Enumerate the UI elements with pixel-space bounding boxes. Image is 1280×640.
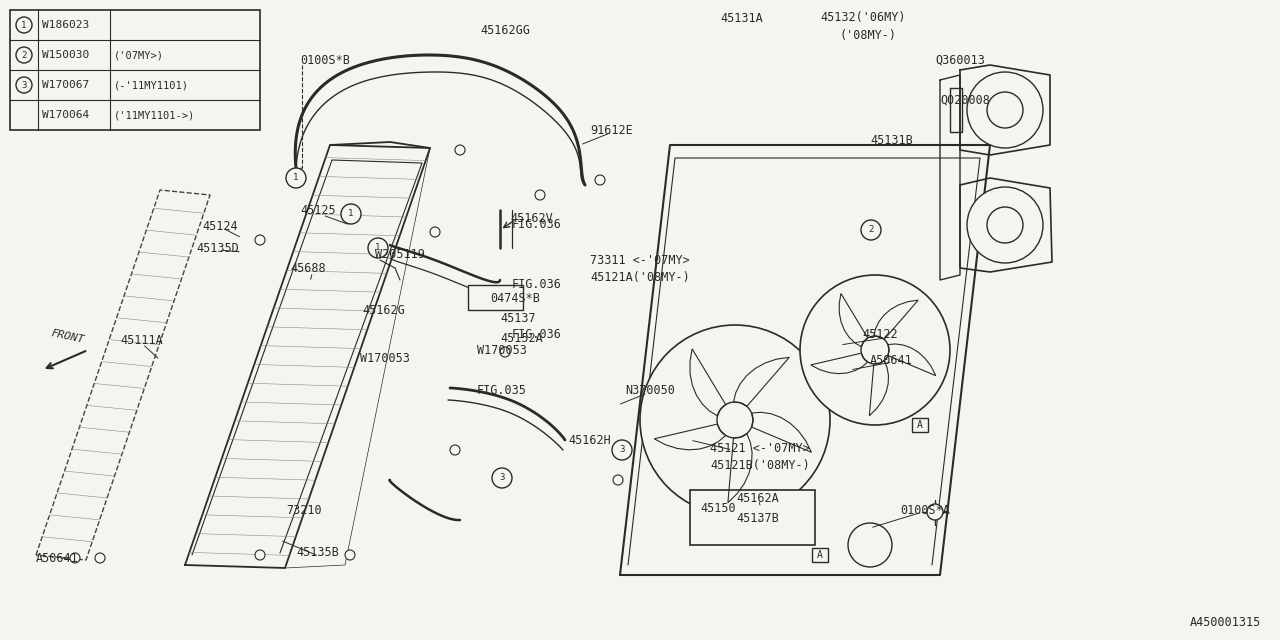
Text: 45121B('08MY-): 45121B('08MY-) xyxy=(710,460,810,472)
Text: 45135B: 45135B xyxy=(296,545,339,559)
Text: A50641: A50641 xyxy=(36,552,79,564)
Text: 1: 1 xyxy=(375,243,380,253)
Text: FIG.036: FIG.036 xyxy=(512,218,562,232)
Circle shape xyxy=(612,440,632,460)
Circle shape xyxy=(430,227,440,237)
Text: Q020008: Q020008 xyxy=(940,93,989,106)
Circle shape xyxy=(849,523,892,567)
Text: A: A xyxy=(916,420,923,430)
Circle shape xyxy=(346,550,355,560)
Text: 45162H: 45162H xyxy=(568,433,611,447)
Text: Q360013: Q360013 xyxy=(934,54,984,67)
Text: 73311 <-'07MY>: 73311 <-'07MY> xyxy=(590,253,690,266)
Text: 45137B: 45137B xyxy=(736,511,778,525)
Circle shape xyxy=(451,445,460,455)
Circle shape xyxy=(95,553,105,563)
Circle shape xyxy=(454,145,465,155)
Text: 45122: 45122 xyxy=(861,328,897,342)
Circle shape xyxy=(966,187,1043,263)
Text: 45162G: 45162G xyxy=(362,303,404,317)
Circle shape xyxy=(15,47,32,63)
Text: FIG.036: FIG.036 xyxy=(512,328,562,342)
Text: 45121A('08MY-): 45121A('08MY-) xyxy=(590,271,690,285)
Text: 45162V: 45162V xyxy=(509,211,553,225)
Text: 45131B: 45131B xyxy=(870,134,913,147)
Circle shape xyxy=(535,190,545,200)
Circle shape xyxy=(640,325,829,515)
Text: 1: 1 xyxy=(348,209,353,218)
Text: A: A xyxy=(817,550,823,560)
Circle shape xyxy=(15,17,32,33)
Circle shape xyxy=(861,336,890,364)
Circle shape xyxy=(717,402,753,438)
Text: 0474S*B: 0474S*B xyxy=(490,291,540,305)
Circle shape xyxy=(500,347,509,357)
Circle shape xyxy=(987,92,1023,128)
Circle shape xyxy=(340,204,361,224)
Circle shape xyxy=(966,72,1043,148)
Text: ('11MY1101->): ('11MY1101->) xyxy=(114,110,196,120)
Circle shape xyxy=(492,468,512,488)
Circle shape xyxy=(15,77,32,93)
Text: 45131A: 45131A xyxy=(719,12,763,24)
Circle shape xyxy=(613,475,623,485)
Text: W205119: W205119 xyxy=(375,248,425,262)
Text: 45688: 45688 xyxy=(291,262,325,275)
Text: 1: 1 xyxy=(293,173,298,182)
Circle shape xyxy=(70,553,79,563)
Text: 1: 1 xyxy=(22,20,27,29)
Text: W170053: W170053 xyxy=(477,344,527,356)
Bar xyxy=(911,418,928,432)
Text: 2: 2 xyxy=(22,51,27,60)
Circle shape xyxy=(255,235,265,245)
Text: N370050: N370050 xyxy=(625,383,675,397)
Text: W150030: W150030 xyxy=(42,50,90,60)
Text: 45150: 45150 xyxy=(700,502,736,515)
Text: 45135D: 45135D xyxy=(196,241,239,255)
Text: 0100S*A: 0100S*A xyxy=(900,504,950,516)
Text: 45162A: 45162A xyxy=(736,492,778,504)
Text: ('07MY>): ('07MY>) xyxy=(114,50,164,60)
Text: W170067: W170067 xyxy=(42,80,90,90)
Text: 45111A: 45111A xyxy=(120,333,163,346)
Bar xyxy=(10,10,260,130)
Bar xyxy=(690,490,815,545)
Text: A450001315: A450001315 xyxy=(1190,616,1261,628)
Circle shape xyxy=(927,504,943,520)
Text: A50641: A50641 xyxy=(870,353,913,367)
Text: W186023: W186023 xyxy=(42,20,90,30)
Text: 0100S*B: 0100S*B xyxy=(300,54,349,67)
Text: FIG.035: FIG.035 xyxy=(477,383,527,397)
Circle shape xyxy=(861,220,881,240)
Text: 45124: 45124 xyxy=(202,220,238,232)
Text: ('08MY-): ('08MY-) xyxy=(840,29,897,42)
Text: 45152A: 45152A xyxy=(500,332,543,344)
Text: W170064: W170064 xyxy=(42,110,90,120)
Text: 3: 3 xyxy=(499,474,504,483)
Text: 45162GG: 45162GG xyxy=(480,24,530,36)
Circle shape xyxy=(369,238,388,258)
Text: W170053: W170053 xyxy=(360,351,410,365)
Text: 3: 3 xyxy=(620,445,625,454)
Text: FIG.036: FIG.036 xyxy=(512,278,562,291)
Text: 73210: 73210 xyxy=(285,504,321,516)
Text: 45125: 45125 xyxy=(300,204,335,216)
Circle shape xyxy=(800,275,950,425)
Circle shape xyxy=(987,207,1023,243)
Text: 45137: 45137 xyxy=(500,312,535,324)
Text: 3: 3 xyxy=(22,81,27,90)
Bar xyxy=(812,548,828,562)
Circle shape xyxy=(285,168,306,188)
Text: 2: 2 xyxy=(868,225,874,234)
Text: 91612E: 91612E xyxy=(590,124,632,136)
Text: (-'11MY1101): (-'11MY1101) xyxy=(114,80,189,90)
Text: 45121 <-'07MY>: 45121 <-'07MY> xyxy=(710,442,810,454)
Circle shape xyxy=(595,175,605,185)
Text: 45132('06MY): 45132('06MY) xyxy=(820,12,905,24)
Bar xyxy=(468,285,524,310)
Text: FRONT: FRONT xyxy=(50,328,86,345)
Circle shape xyxy=(255,550,265,560)
